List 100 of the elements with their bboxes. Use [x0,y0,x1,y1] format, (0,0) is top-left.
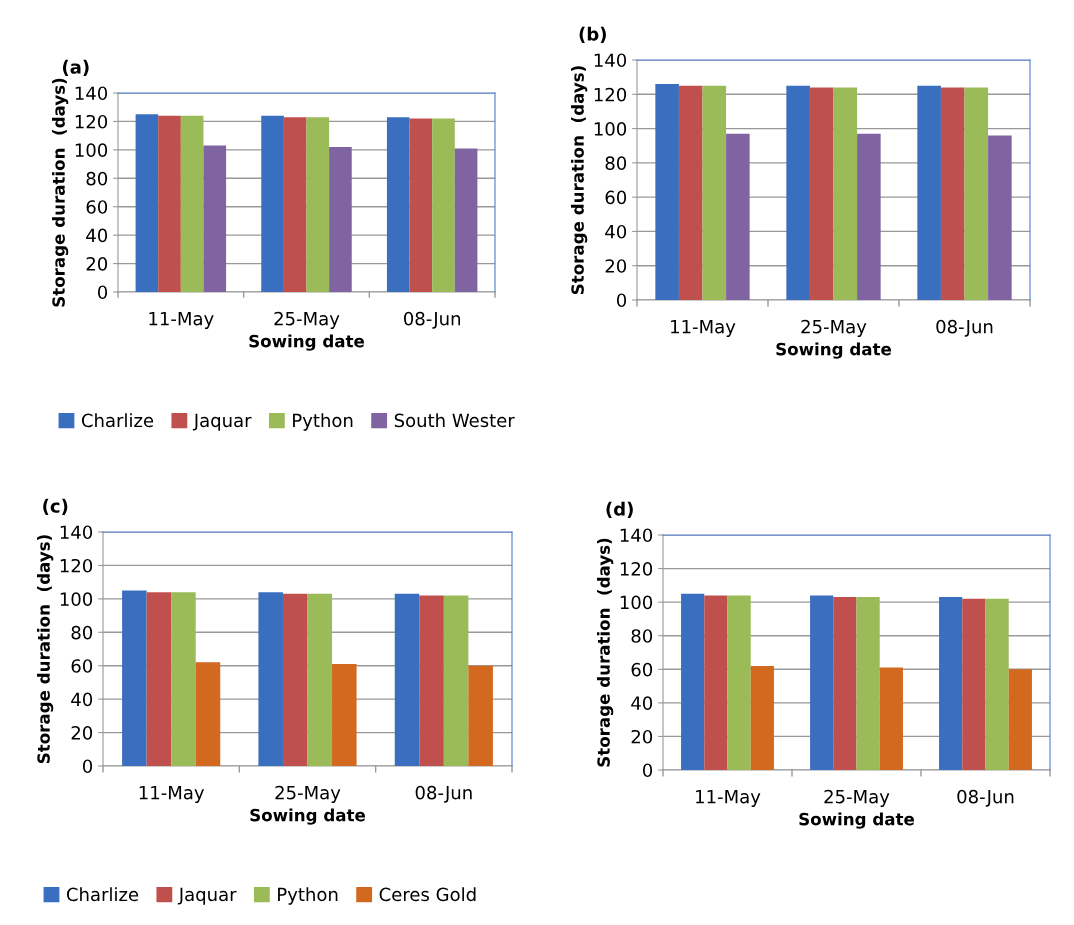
y-tick-label: 20 [86,257,108,271]
bar [1008,669,1032,770]
y-tick-label: 120 [620,562,653,576]
legend-label: Python [293,413,353,431]
y-tick-label: 120 [75,114,108,129]
bar [454,148,478,292]
bar [988,135,1012,300]
bar [750,665,774,770]
bar [678,85,703,300]
x-tick-label: 11-May [671,320,736,337]
bar [727,595,751,770]
y-tick-label: 100 [60,592,93,606]
x-axis-title: Sowing date [776,342,891,359]
bar [306,117,330,292]
bar [468,665,493,766]
bar [833,87,858,300]
y-tick-label: 120 [60,558,93,573]
y-tick-label: 0 [97,285,108,300]
legend-label: Charlize [81,413,154,428]
bar [158,115,181,292]
bar [786,85,810,300]
bar [329,147,352,292]
bar [726,133,750,300]
bar [681,593,705,770]
bar [180,115,204,292]
legend-label: Jaquar [177,887,237,905]
bar [203,145,227,292]
bar [171,592,196,766]
bar [332,664,357,766]
legend-label: South Wester [394,413,515,428]
y-tick-label: 60 [86,200,108,214]
bar [195,662,221,766]
y-tick-label: 80 [631,629,653,643]
chart-title: (d) [606,501,633,518]
bar [704,595,728,770]
bar [964,87,989,300]
legend-label: Ceres Gold [379,887,476,902]
bar [122,590,147,766]
x-axis-title: Sowing date [249,334,364,351]
y-tick-label: 20 [71,726,93,740]
y-tick-label: 40 [631,696,653,710]
y-tick-label: 80 [86,171,108,186]
bar [879,667,903,770]
bar [833,597,857,770]
bar [409,118,433,292]
x-tick-label: 08-Jun [404,311,460,329]
bar [962,598,986,770]
bar [394,593,420,766]
chart-title: (b) [579,26,606,43]
y-tick-label: 60 [71,659,93,673]
y-tick-label: 40 [71,692,93,707]
bar [809,87,834,300]
y-tick-label: 140 [60,525,93,540]
x-axis-title: Sowing date [799,812,914,829]
bar [282,593,308,766]
x-tick-label: 11-May [139,786,205,803]
y-tick-label: 20 [631,729,653,744]
y-tick-label: 100 [75,143,108,157]
chart-title: (a) [63,59,89,76]
y-tick-label: 20 [605,259,627,273]
y-tick-label: 40 [86,228,108,243]
y-tick-label: 140 [75,86,108,101]
bar [146,592,172,766]
bar [443,595,469,766]
bar [702,85,727,300]
legend-label: Charlize [66,887,139,902]
bar [939,597,963,770]
y-tick-label: 60 [631,662,653,677]
bar [655,84,679,300]
bar [261,115,284,292]
x-tick-label: 11-May [696,790,761,807]
x-tick-label: 08-Jun [957,789,1014,807]
x-axis-title: Sowing date [250,808,365,825]
bar [856,597,880,770]
chart-title: (c) [43,498,68,515]
bar [307,593,333,766]
y-tick-label: 0 [82,759,93,774]
y-tick-label: 80 [605,156,627,170]
x-tick-label: 25-May [801,319,867,337]
x-tick-label: 25-May [274,311,340,329]
y-tick-label: 0 [616,293,627,308]
bar [386,117,410,292]
bar [135,114,159,292]
y-tick-label: 0 [642,763,653,778]
bar [917,85,941,300]
x-tick-label: 25-May [275,785,341,803]
y-tick-label: 80 [71,625,93,640]
x-tick-label: 08-Jun [415,785,472,803]
y-axis-title: Storage duration (days) [52,78,69,307]
bar [810,595,834,770]
y-tick-label: 60 [605,190,627,205]
bar [985,598,1009,770]
x-tick-label: 11-May [149,312,214,329]
y-tick-label: 140 [594,53,627,68]
y-axis-title: Storage duration (days) [37,535,54,764]
y-tick-label: 120 [594,87,627,102]
bar [258,592,283,766]
legend-label: Jaquar [192,413,252,431]
y-axis-title: Storage duration (days) [597,538,614,767]
x-tick-label: 25-May [824,789,890,807]
